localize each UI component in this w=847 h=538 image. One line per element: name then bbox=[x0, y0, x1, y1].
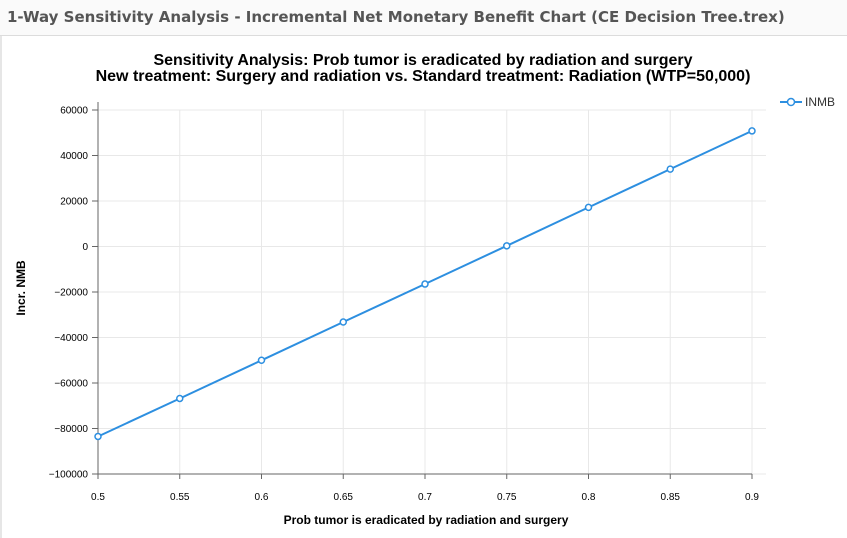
x-tick-label: 0.7 bbox=[418, 492, 432, 503]
data-point[interactable] bbox=[94, 432, 102, 441]
y-axis-label: Incr. NMB bbox=[14, 260, 28, 316]
chart-grid bbox=[97, 109, 766, 475]
x-tick-label: 0.75 bbox=[497, 492, 517, 503]
y-tick-label: −100000 bbox=[49, 470, 89, 481]
x-tick-label: 0.65 bbox=[334, 492, 354, 503]
data-point[interactable] bbox=[257, 356, 266, 364]
data-point[interactable] bbox=[748, 127, 756, 135]
x-tick-label: 0.55 bbox=[170, 492, 190, 503]
legend-marker-inmb bbox=[786, 97, 796, 107]
chart-title: Sensitivity Analysis: Prob tumor is erad… bbox=[153, 52, 692, 69]
x-axis-ticks: 0.5 0.55 0.6 0.65 0.7 0.75 0.8 0.85 0.9 bbox=[91, 474, 759, 503]
x-tick-label: 0.85 bbox=[661, 492, 681, 503]
y-axis-ticks: 60000 40000 20000 0 −20000 −40000 −60000 −80000… bbox=[49, 106, 98, 481]
window-title: 1-Way Sensitivity Analysis - Incremental… bbox=[0, 0, 847, 36]
legend-label-inmb: INMB bbox=[805, 95, 835, 109]
legend[interactable]: INMB bbox=[780, 95, 835, 109]
y-tick-label: 20000 bbox=[60, 197, 88, 208]
y-tick-label: 60000 bbox=[60, 106, 88, 117]
y-tick-label: −60000 bbox=[54, 379, 88, 390]
data-point[interactable] bbox=[503, 242, 511, 250]
y-tick-label: 40000 bbox=[60, 151, 88, 162]
x-tick-label: 0.9 bbox=[745, 492, 759, 503]
data-point[interactable] bbox=[584, 203, 593, 212]
data-point[interactable] bbox=[421, 280, 429, 288]
series-inmb bbox=[94, 127, 756, 441]
y-tick-label: −20000 bbox=[54, 288, 88, 299]
y-tick-label: 0 bbox=[82, 242, 88, 253]
y-tick-label: −80000 bbox=[54, 424, 88, 435]
y-tick-label: −40000 bbox=[54, 333, 88, 344]
panel-border bbox=[0, 36, 2, 538]
x-tick-label: 0.5 bbox=[91, 492, 105, 503]
x-tick-label: 0.8 bbox=[582, 492, 596, 503]
data-point[interactable] bbox=[176, 394, 184, 403]
x-axis-label: Prob tumor is eradicated by radiation an… bbox=[284, 513, 569, 527]
data-point[interactable] bbox=[666, 165, 674, 173]
x-tick-label: 0.6 bbox=[255, 492, 269, 503]
data-point[interactable] bbox=[339, 318, 347, 326]
chart-subtitle: New treatment: Surgery and radiation vs.… bbox=[96, 68, 751, 85]
